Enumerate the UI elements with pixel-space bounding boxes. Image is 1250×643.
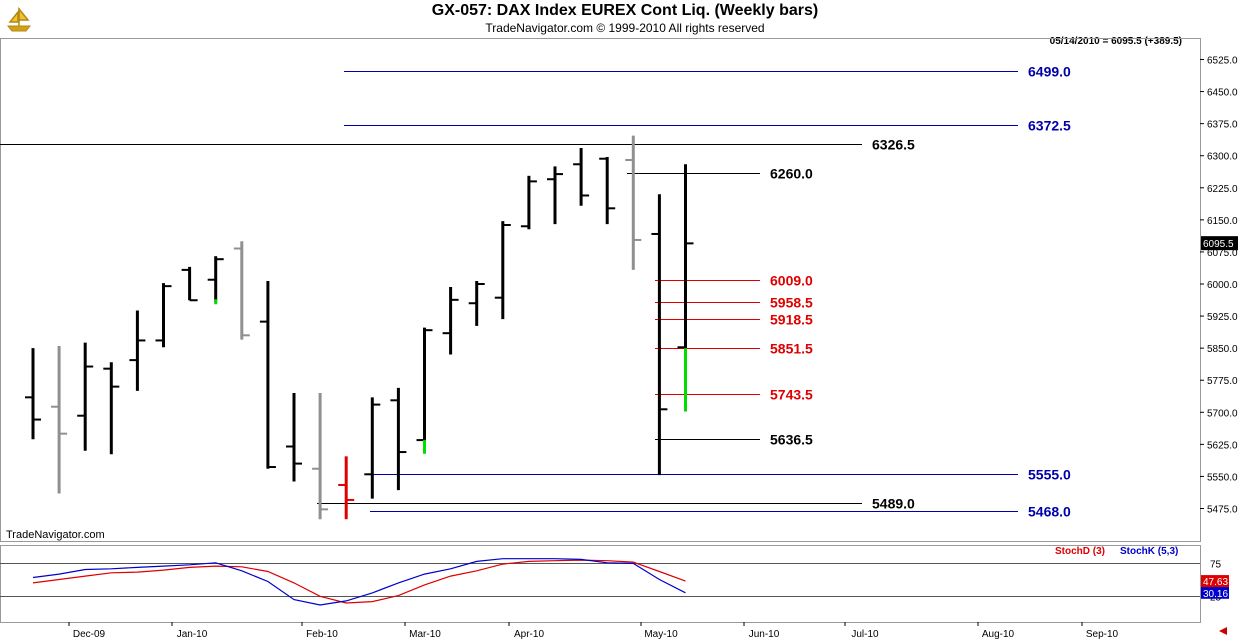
ohlc-bar — [442, 286, 459, 355]
level-label: 5636.5 — [770, 432, 813, 448]
ohlc-bar — [103, 362, 120, 455]
ohlc-bar — [338, 456, 355, 520]
x-tick-label: Sep-10 — [1086, 629, 1119, 640]
ohlc-bar — [259, 281, 276, 469]
ohlc-bar — [651, 194, 668, 476]
x-tick-label: Jul-10 — [851, 629, 879, 640]
ohlc-bar — [312, 393, 329, 520]
oscillator-line — [32, 559, 686, 604]
ohlc-bar — [233, 241, 250, 340]
level-label: 6499.0 — [1028, 64, 1071, 80]
level-label: 5743.5 — [770, 387, 813, 403]
last-price-box — [1201, 236, 1238, 251]
y-tick-label: 5700.0 — [1207, 408, 1238, 419]
ohlc-bar — [494, 221, 511, 320]
price-readout: 05/14/2010 = 6095.5 (+389.5) — [1049, 36, 1182, 47]
y-tick-label: 5925.0 — [1207, 312, 1238, 323]
ohlc-bar — [129, 310, 146, 391]
level-label: 6372.5 — [1028, 118, 1071, 134]
x-tick-label: Aug-10 — [982, 629, 1015, 640]
y-tick-label: 6300.0 — [1207, 152, 1238, 163]
ohlc-bar — [625, 135, 642, 270]
stochd-legend: StochD (3) — [1055, 546, 1105, 557]
y-tick-label: 5850.0 — [1207, 344, 1238, 355]
y-tick-label: 6450.0 — [1207, 88, 1238, 99]
sailing-ship-icon[interactable] — [6, 6, 32, 34]
ohlc-bar — [520, 175, 537, 230]
oscillator-tick-label: 75 — [1210, 560, 1222, 571]
time-axis: Dec-09 Jan-10 Feb-10 Mar-10 Apr-10 May-10 Jun-… — [68, 622, 1227, 640]
chart-frame — [0, 38, 1201, 623]
ohlc-bar — [286, 393, 302, 482]
ohlc-bar — [155, 283, 172, 348]
ohlc-bar — [77, 342, 94, 451]
y-tick-label: 6150.0 — [1207, 216, 1238, 227]
level-label: 6009.0 — [770, 273, 813, 289]
level-label: 5851.5 — [770, 341, 813, 357]
y-tick-label: 5775.0 — [1207, 376, 1238, 387]
level-label: 5958.5 — [770, 295, 813, 311]
stochk-value: 30.16 — [1203, 589, 1228, 600]
y-tick-label: 6000.0 — [1207, 280, 1238, 291]
price-axis: 6525.0 6450.0 6375.0 6300.0 6225.0 6150.0 6075… — [1200, 56, 1238, 516]
level-label: 6326.5 — [872, 137, 915, 153]
y-tick-label: 5550.0 — [1207, 472, 1238, 483]
ohlc-bar — [468, 281, 485, 326]
x-tick-label: Dec-09 — [73, 629, 106, 640]
ohlc-bar — [364, 397, 381, 499]
x-tick-label: May-10 — [644, 629, 678, 640]
last-price-label: 6095.5 — [1203, 239, 1234, 250]
level-label: 5555.0 — [1028, 467, 1071, 483]
watermark: TradeNavigator.com — [6, 529, 105, 541]
ohlc-bar — [416, 327, 433, 453]
x-tick-label: Jan-10 — [177, 629, 208, 640]
y-tick-label: 6525.0 — [1207, 56, 1238, 67]
x-tick-label: Mar-10 — [409, 629, 441, 640]
stochd-value-box — [1201, 575, 1229, 588]
ohlc-bar — [181, 266, 198, 302]
y-tick-label: 6075.0 — [1207, 248, 1238, 259]
ohlc-bar — [207, 256, 224, 302]
level-label: 5468.0 — [1028, 504, 1071, 520]
stochk-legend: StochK (5,3) — [1120, 546, 1178, 557]
ohlc-bars — [25, 135, 694, 520]
ohlc-bar — [51, 346, 68, 494]
y-tick-label: 5625.0 — [1207, 440, 1238, 451]
ohlc-bar — [390, 387, 407, 491]
y-tick-label: 5475.0 — [1207, 505, 1238, 516]
x-tick-label: Jun-10 — [749, 629, 780, 640]
x-tick-label: Apr-10 — [514, 629, 544, 640]
scroll-right-arrow-icon[interactable] — [1219, 627, 1227, 635]
stochk-value-box — [1201, 586, 1229, 599]
ohlc-bar — [599, 156, 616, 225]
x-tick-label: Feb-10 — [306, 629, 338, 640]
ohlc-bar — [547, 166, 563, 225]
ohlc-bar — [573, 148, 590, 206]
level-label: 5489.0 — [872, 496, 915, 512]
level-label: 6260.0 — [770, 166, 813, 182]
chart-subtitle: TradeNavigator.com © 1999-2010 All right… — [485, 21, 765, 35]
ohlc-bar — [25, 348, 41, 440]
y-tick-label: 6375.0 — [1207, 120, 1238, 131]
oscillator-panel-border — [0, 545, 1201, 623]
level-lines: 6499.0 6372.5 6326.5 6260.0 6009.0 5958.55918… — [0, 64, 1071, 520]
price-panel-border — [0, 38, 1201, 542]
y-tick-label: 6225.0 — [1207, 184, 1238, 195]
level-label: 5918.5 — [770, 312, 813, 328]
stochd-value: 47.63 — [1203, 577, 1228, 588]
oscillator-line — [32, 558, 686, 606]
chart-title: GX-057: DAX Index EUREX Cont Liq. (Weekl… — [431, 2, 819, 19]
